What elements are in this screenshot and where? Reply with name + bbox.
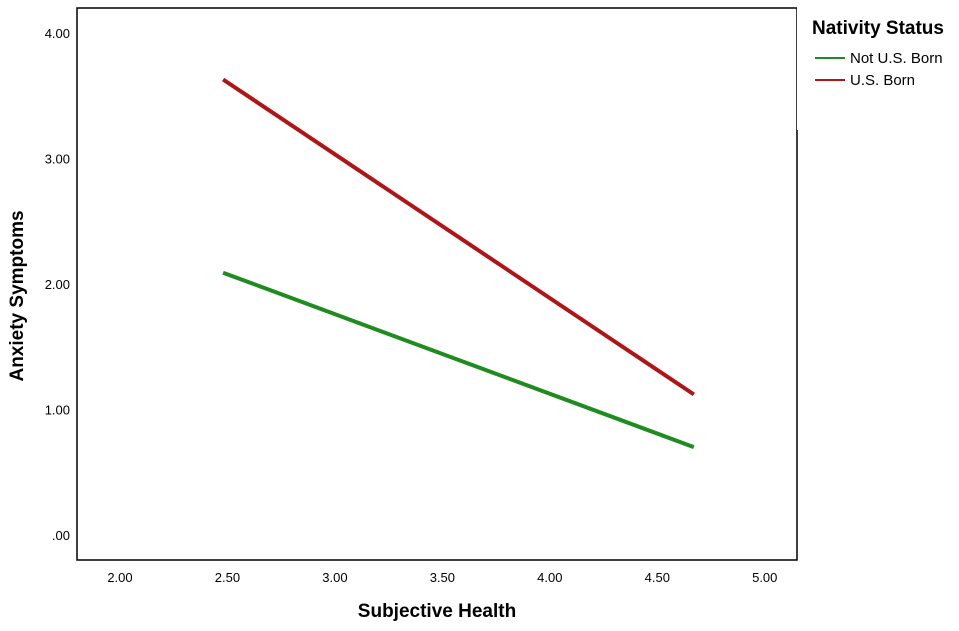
x-tick-label: 4.50 [645, 570, 670, 585]
plot-area-frame [76, 7, 798, 561]
x-tick-label: 4.00 [537, 570, 562, 585]
legend-panel [797, 0, 959, 130]
legend-title: Nativity Status [812, 18, 944, 39]
series-line-u-s-born [221, 77, 695, 397]
y-tick-label: 3.00 [45, 152, 70, 167]
y-axis-title: Anxiety Symptoms [7, 210, 28, 381]
legend-label: Not U.S. Born [850, 50, 943, 67]
x-tick-label: 2.00 [107, 570, 132, 585]
series-line-not-u-s-born [222, 270, 695, 449]
legend-label: U.S. Born [850, 72, 915, 89]
x-tick-label: 5.00 [752, 570, 777, 585]
x-tick-label: 3.50 [430, 570, 455, 585]
y-tick-label: 4.00 [45, 26, 70, 41]
y-tick-label: 2.00 [45, 277, 70, 292]
x-tick-label: 2.50 [215, 570, 240, 585]
x-axis-title: Subjective Health [358, 601, 516, 622]
x-tick-label: 3.00 [322, 570, 347, 585]
y-tick-label: .00 [52, 528, 70, 543]
y-tick-label: 1.00 [45, 402, 70, 417]
